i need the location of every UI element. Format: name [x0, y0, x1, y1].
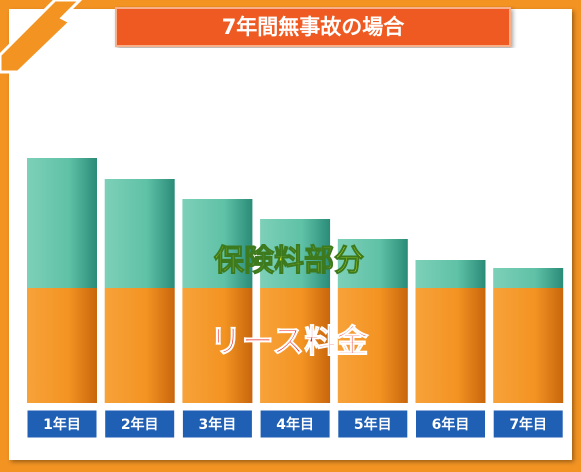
chart-title: 7年間無事故の場合: [222, 15, 406, 39]
x-tick-label: 4年目: [276, 416, 314, 433]
bar-segment: [415, 260, 486, 288]
bar-segment: [337, 239, 408, 288]
title-banner: [115, 7, 511, 47]
category-box: [181, 409, 253, 439]
x-tick-label: 7年目: [509, 416, 547, 433]
bar-segment: [104, 288, 175, 403]
category-box: [26, 409, 98, 439]
bar-segment: [182, 288, 253, 403]
corner-ribbon: [0, 0, 83, 74]
x-tick-label: 6年目: [432, 416, 470, 433]
bar-segment: [493, 268, 564, 288]
x-tick-label: 2年目: [121, 416, 159, 433]
bar-segment: [182, 199, 253, 288]
legend-entry: 保険料部分: [214, 244, 364, 279]
category-box: [492, 409, 564, 439]
bar-segment: [27, 158, 97, 288]
bar-segment: [415, 288, 486, 403]
category-box: [415, 409, 486, 439]
x-tick-label: 5年目: [354, 416, 392, 433]
bar-segment: [493, 288, 564, 403]
category-box: [104, 409, 176, 439]
category-box: [337, 409, 409, 439]
bar-segment: [260, 288, 331, 403]
category-box: [259, 409, 331, 439]
bar-segment: [27, 288, 97, 403]
bar-segment: [104, 179, 175, 288]
bar-segment: [337, 288, 408, 403]
x-tick-label: 1年目: [43, 416, 81, 433]
legend-entry: リース料金: [210, 322, 369, 360]
x-tick-label: 3年目: [199, 416, 237, 433]
bar-segment: [260, 219, 331, 288]
